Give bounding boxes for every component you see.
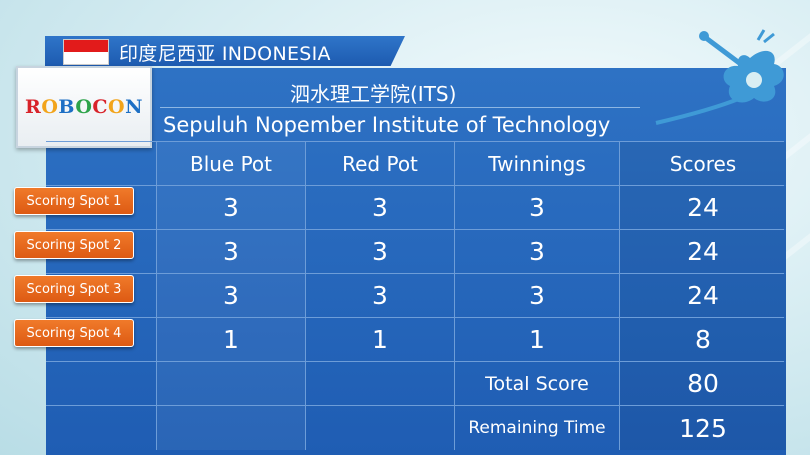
table-row: 3 3 3 24: [46, 273, 786, 317]
school-name-english: Sepuluh Nopember Institute of Technology: [163, 113, 611, 137]
scoring-spot-2-tag: Scoring Spot 2: [14, 231, 134, 259]
school-name-chinese: 泗水理工学院(ITS): [290, 82, 457, 106]
twinnings-value: 3: [454, 274, 619, 317]
total-score-label: Total Score: [454, 362, 619, 405]
score-value: 24: [619, 274, 786, 317]
score-value: 24: [619, 186, 786, 229]
twinnings-value: 1: [454, 318, 619, 361]
total-score-row: Total Score 80: [46, 361, 786, 405]
table-row: 1 1 1 8: [46, 317, 786, 361]
scoreboard-panel: [46, 68, 786, 455]
divider: [160, 107, 640, 108]
header-blue-pot: Blue Pot: [156, 142, 305, 185]
blue-pot-value: 3: [156, 274, 305, 317]
twinnings-value: 3: [454, 186, 619, 229]
twinnings-value: 3: [454, 230, 619, 273]
remaining-time-row: Remaining Time 125: [46, 405, 786, 450]
total-score-value: 80: [619, 362, 786, 405]
scoring-spot-1-tag: Scoring Spot 1: [14, 187, 134, 215]
score-table: Blue Pot Red Pot Twinnings Scores 3 3 3 …: [46, 141, 786, 450]
score-value: 24: [619, 230, 786, 273]
red-pot-value: 3: [305, 186, 454, 229]
robocon-logo: ROBOCON: [16, 66, 152, 148]
remaining-time-label: Remaining Time: [454, 406, 619, 450]
scoring-spot-3-tag: Scoring Spot 3: [14, 275, 134, 303]
score-value: 8: [619, 318, 786, 361]
header-scores: Scores: [619, 142, 786, 185]
indonesia-flag-icon: [63, 39, 109, 65]
cloud-ornament-icon: [655, 29, 784, 125]
table-header-row: Blue Pot Red Pot Twinnings Scores: [46, 141, 786, 185]
header-twinnings: Twinnings: [454, 142, 619, 185]
red-pot-value: 1: [305, 318, 454, 361]
country-name: 印度尼西亚 INDONESIA: [119, 43, 331, 65]
country-banner: 印度尼西亚 INDONESIA: [45, 36, 405, 66]
scoring-spot-4-tag: Scoring Spot 4: [14, 319, 134, 347]
table-row: 3 3 3 24: [46, 229, 786, 273]
red-pot-value: 3: [305, 274, 454, 317]
table-row: 3 3 3 24: [46, 185, 786, 229]
red-pot-value: 3: [305, 230, 454, 273]
blue-pot-value: 1: [156, 318, 305, 361]
blue-pot-value: 3: [156, 186, 305, 229]
blue-pot-value: 3: [156, 230, 305, 273]
remaining-time-value: 125: [619, 406, 786, 450]
header-red-pot: Red Pot: [305, 142, 454, 185]
